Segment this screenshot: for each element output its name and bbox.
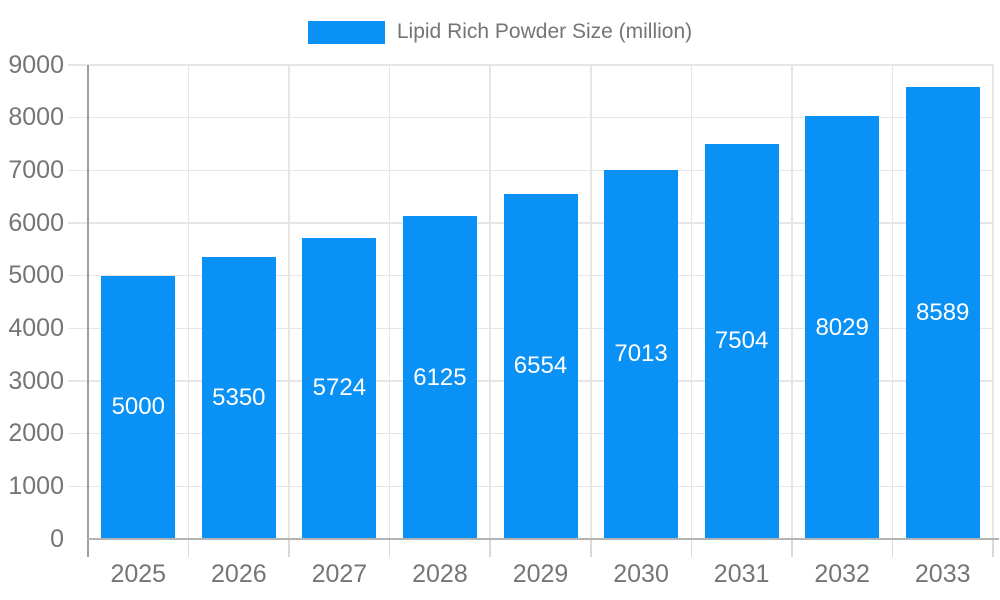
y-axis-tick-label: 1000	[8, 471, 64, 500]
x-axis-tick	[288, 539, 290, 557]
bar[interactable]: 8589	[905, 86, 980, 539]
x-axis-tick-label: 2027	[311, 560, 368, 588]
y-axis-line	[87, 65, 89, 557]
x-axis-tick	[690, 539, 693, 557]
bar[interactable]: 5350	[201, 257, 276, 539]
x-axis-tick	[489, 539, 491, 557]
y-axis-tick-label: 4000	[8, 313, 64, 342]
x-gridline	[388, 65, 391, 539]
x-axis-tick-label: 2032	[814, 560, 870, 588]
bar[interactable]: 5000	[101, 275, 176, 539]
x-gridline	[187, 65, 190, 539]
y-axis-tick-label: 5000	[8, 261, 64, 290]
bar-value-label: 7504	[714, 327, 769, 355]
bar-value-label: 5000	[111, 393, 165, 421]
legend-item[interactable]: Lipid Rich Powder Size (million)	[307, 20, 693, 44]
bar-value-label: 8029	[815, 313, 869, 341]
y-axis-tick-label: 2000	[8, 419, 64, 448]
x-axis-tick-label: 2029	[512, 560, 569, 588]
x-axis-tick	[187, 539, 190, 557]
x-axis-tick-label: 2030	[613, 560, 669, 588]
x-axis-line	[87, 538, 999, 540]
x-axis-tick-label: 2026	[211, 560, 267, 588]
bar-value-label: 6125	[413, 363, 467, 391]
y-axis-tick-label: 6000	[8, 208, 64, 237]
y-gridline	[68, 64, 993, 66]
bar[interactable]: 7504	[704, 143, 779, 539]
x-gridline	[590, 65, 592, 539]
y-gridline	[68, 116, 993, 119]
x-axis-tick-label: 2031	[713, 560, 770, 588]
x-axis-tick	[992, 539, 994, 557]
bar-value-label: 5350	[212, 384, 266, 412]
bar-value-label: 7013	[614, 340, 668, 368]
x-axis-tick	[590, 539, 592, 557]
y-axis-tick-label: 3000	[8, 366, 64, 395]
bar[interactable]: 5724	[302, 237, 377, 539]
bar[interactable]: 6125	[402, 216, 477, 539]
legend-series-label: Lipid Rich Powder Size (million)	[396, 20, 693, 43]
x-axis-tick	[891, 539, 894, 557]
bar-value-label: 8589	[916, 298, 970, 326]
bar[interactable]: 8029	[805, 116, 880, 539]
x-gridline	[690, 65, 693, 539]
x-gridline	[288, 65, 290, 539]
x-axis-tick-label: 2025	[110, 560, 167, 588]
bar-value-label: 5724	[312, 374, 367, 402]
legend: Lipid Rich Powder Size (million)	[0, 18, 1000, 46]
bar-value-label: 6554	[513, 352, 568, 380]
x-axis-tick-label: 2028	[412, 560, 468, 588]
x-axis-tick	[791, 539, 793, 557]
x-gridline	[992, 65, 994, 539]
x-gridline	[489, 65, 491, 539]
x-gridline	[791, 65, 793, 539]
y-axis-tick-label: 8000	[8, 103, 64, 132]
x-axis-tick	[388, 539, 391, 557]
y-gridline	[68, 169, 993, 172]
y-axis-tick-label: 7000	[8, 155, 64, 184]
x-axis-tick-label: 2033	[914, 560, 971, 588]
y-axis-tick-label: 9000	[8, 50, 64, 79]
bar[interactable]: 7013	[604, 169, 679, 539]
y-axis-tick-label: 0	[50, 524, 64, 553]
legend-color-swatch	[307, 20, 385, 44]
bar[interactable]: 6554	[503, 193, 578, 539]
x-gridline	[891, 65, 894, 539]
